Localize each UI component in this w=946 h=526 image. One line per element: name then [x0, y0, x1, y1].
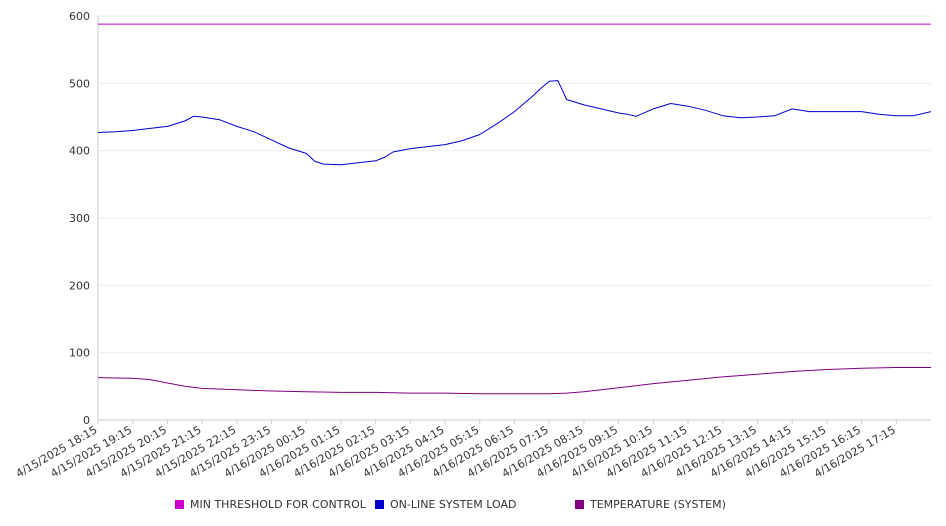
gridlines [98, 15, 931, 354]
legend-swatch [375, 500, 384, 509]
axes [97, 16, 931, 424]
legend-label: MIN THRESHOLD FOR CONTROL [190, 498, 366, 511]
series-line-on-line-system-load [97, 80, 932, 166]
y-tick-label: 0 [83, 414, 90, 427]
x-tick-labels: 4/15/2025 18:154/15/2025 19:154/15/2025 … [14, 423, 898, 480]
legend-swatch [175, 500, 184, 509]
legend-item: ON-LINE SYSTEM LOAD [375, 498, 516, 511]
legend-item: TEMPERATURE (SYSTEM) [575, 498, 726, 511]
y-tick-labels: 0 100 200 300 400 500 600 [69, 10, 90, 427]
y-tick-label: 200 [69, 279, 90, 292]
y-tick-label: 300 [69, 212, 90, 225]
legend-swatch [575, 500, 584, 509]
series-lines [97, 23, 932, 395]
y-tick-label: 500 [69, 77, 90, 90]
y-tick-label: 100 [69, 347, 90, 360]
series-line-temperature-system [97, 367, 931, 395]
legend-label: ON-LINE SYSTEM LOAD [390, 498, 517, 511]
legend: MIN THRESHOLD FOR CONTROL ON-LINE SYSTEM … [0, 498, 946, 514]
y-tick-label: 600 [69, 10, 90, 23]
legend-item: MIN THRESHOLD FOR CONTROL [175, 498, 366, 511]
y-tick-label: 400 [69, 145, 90, 158]
legend-label: TEMPERATURE (SYSTEM) [590, 498, 726, 511]
